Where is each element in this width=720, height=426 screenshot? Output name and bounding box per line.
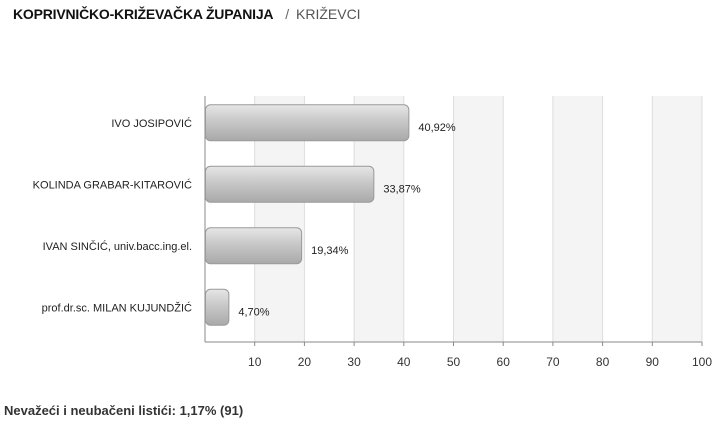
grid-band [652,96,702,342]
grid-band [552,96,603,342]
page-title: KOPRIVNIČKO-KRIŽEVAČKA ŽUPANIJA / KRIŽEV… [13,6,361,22]
category-label: KOLINDA GRABAR-KITAROVIĆ [33,178,192,191]
bars [205,104,410,326]
x-tick-label: 10 [248,355,262,369]
value-label: 40,92% [418,122,456,134]
category-labels: IVO JOSIPOVIĆ KOLINDA GRABAR-KITAROVIĆ IVA… [33,117,192,315]
x-tick-label: 30 [347,355,361,369]
value-label: 4,70% [238,306,269,318]
x-tick-label: 40 [397,355,411,369]
value-label: 19,34% [311,245,349,257]
value-label: 33,87% [383,183,421,195]
category-label: IVAN SINČIĆ, univ.bacc.ing.el. [43,240,192,253]
x-tick-label: 100 [692,355,712,369]
city-name: KRIŽEVCI [296,6,361,22]
x-tick-label: 90 [646,355,660,369]
x-tick-label: 50 [447,355,461,369]
category-label: prof.dr.sc. MILAN KUJUNDŽIĆ [42,301,192,314]
x-tick-label: 80 [596,355,610,369]
breadcrumb-separator: / [285,6,290,22]
value-labels: 40,92% 33,87% 19,34% 4,70% [238,122,456,319]
grid-bands [254,96,702,342]
grid-band [453,96,504,342]
x-axis-ticks: 10 20 30 40 50 60 70 80 90 100 [248,342,712,369]
bar [205,227,303,265]
category-label: IVO JOSIPOVIĆ [111,117,192,130]
results-bar-chart: IVO JOSIPOVIĆ KOLINDA GRABAR-KITAROVIĆ IVA… [33,96,712,369]
bar [205,104,410,142]
x-tick-label: 60 [497,355,511,369]
county-name: KOPRIVNIČKO-KRIŽEVAČKA ŽUPANIJA [13,6,274,22]
x-tick-label: 70 [546,355,560,369]
bar [205,288,230,326]
bar [205,165,375,203]
x-tick-label: 20 [298,355,312,369]
invalid-ballots-note: Nevažeći i neubačeni listići: 1,17% (91) [4,403,244,418]
